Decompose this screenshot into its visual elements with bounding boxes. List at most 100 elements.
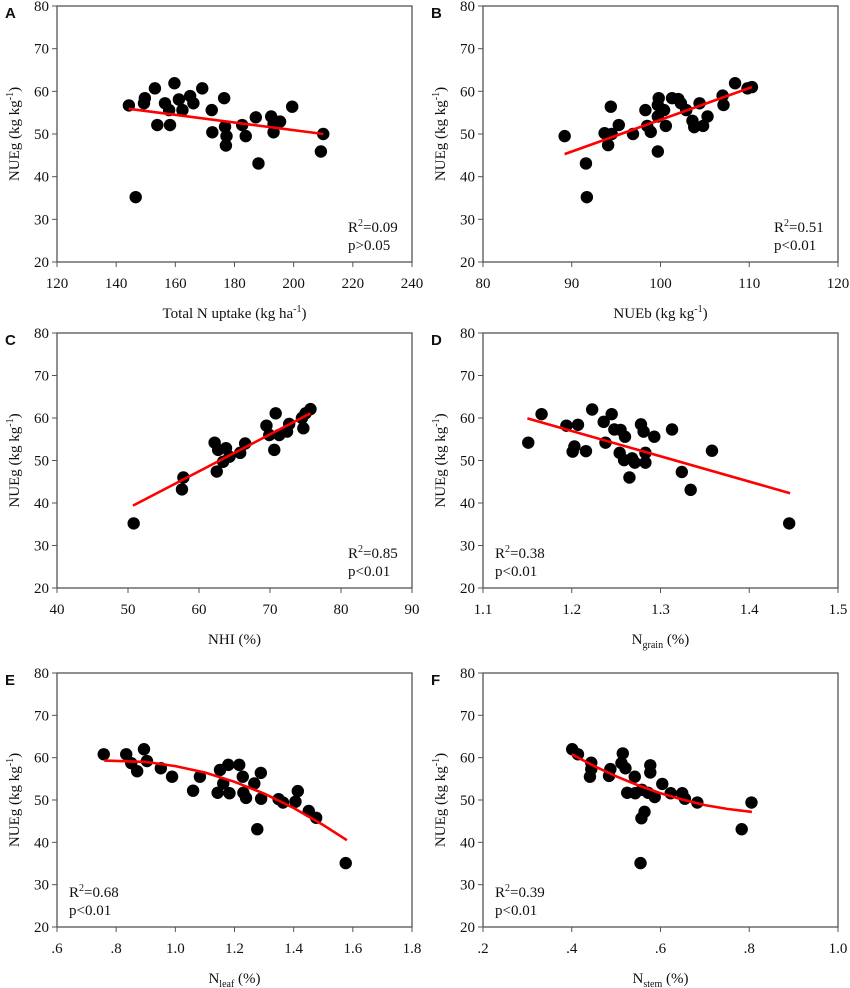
data-point: [605, 407, 618, 421]
x-tick-label: 1.5: [829, 602, 848, 618]
x-axis-title-sub: leaf: [219, 979, 235, 988]
x-axis-title: Total N uptake (kg ha-1): [163, 304, 307, 322]
p-value-label: p<0.01: [348, 564, 390, 580]
p-value-label: p>0.05: [348, 238, 390, 254]
y-axis-title: NUEg (kg kg-1): [5, 87, 23, 181]
data-point: [239, 791, 253, 805]
panel-c: C 20 30 40 50 60 70 80 40 50 60 70 80 90 NUEg (kg kg-1…: [5, 326, 420, 648]
x-tick-label: 90: [564, 276, 579, 292]
r-squared-label: R2=0.38: [495, 544, 545, 562]
data-point: [314, 145, 328, 158]
x-axis-title-text: Total N uptake (kg ha: [163, 306, 294, 322]
data-point: [222, 758, 235, 772]
data-point: [97, 748, 110, 761]
y-tick-label: 20: [34, 581, 49, 597]
x-axis-title-text: N: [208, 971, 219, 987]
data-point: [735, 823, 748, 836]
y-tick-label: 20: [34, 255, 49, 271]
x-tick-label: 240: [401, 276, 424, 292]
panel-letter: A: [5, 5, 16, 22]
data-point: [522, 436, 535, 449]
y-tick-label: 20: [460, 255, 475, 271]
r-superscript: 2: [358, 218, 363, 229]
data-point: [175, 483, 189, 496]
data-point: [151, 118, 164, 132]
data-point: [193, 770, 207, 783]
data-point: [717, 98, 730, 112]
r-squared-value: =0.09: [363, 220, 398, 236]
data-point: [535, 407, 548, 421]
y-tick-label: 70: [34, 708, 49, 724]
y-tick-label: 30: [34, 878, 49, 894]
data-point: [268, 443, 281, 457]
r-letter: R: [348, 546, 358, 562]
y-tick-label: 30: [460, 212, 475, 228]
data-point: [186, 784, 200, 797]
data-point: [684, 483, 697, 497]
r-squared-label: R2=0.68: [69, 883, 119, 901]
x-tick-label: 40: [50, 602, 65, 618]
panel-letter: F: [431, 672, 440, 689]
data-point: [628, 456, 641, 469]
data-point: [619, 762, 632, 775]
y-axis-title-sup: -1: [5, 92, 16, 100]
r-squared-value: =0.51: [789, 220, 824, 236]
data-point: [644, 766, 657, 779]
y-axis-title-sup: -1: [5, 418, 16, 426]
y-axis-title-text: NUEg (kg kg: [7, 766, 23, 847]
data-point: [339, 856, 352, 870]
y-tick-label: 70: [460, 708, 475, 724]
y-tick-label: 30: [460, 878, 475, 894]
r-squared-label: R2=0.09: [348, 218, 398, 236]
x-tick-label: 1.1: [474, 602, 493, 618]
data-point: [129, 190, 142, 204]
y-tick-label: 80: [460, 0, 475, 15]
y-tick-label: 60: [460, 411, 475, 427]
x-axis-title-sub: grain: [643, 640, 664, 651]
data-point: [297, 422, 310, 435]
y-tick-label: 70: [460, 42, 475, 58]
data-point: [601, 138, 615, 152]
data-point: [612, 118, 625, 132]
x-tick-label: .6: [51, 941, 63, 957]
y-tick-label: 50: [460, 127, 475, 143]
x-tick-label: 140: [105, 276, 128, 292]
y-axis-title-after: ): [433, 413, 449, 418]
data-point: [782, 517, 796, 530]
data-point: [249, 111, 262, 124]
y-tick-label: 40: [34, 170, 49, 186]
x-axis-title-sup: -1: [694, 304, 702, 315]
x-tick-label: .4: [566, 941, 578, 957]
data-point: [269, 407, 282, 420]
y-tick-label: 40: [460, 835, 475, 851]
y-tick-label: 50: [460, 793, 475, 809]
data-point: [639, 103, 652, 117]
data-point: [618, 430, 632, 443]
x-tick-label: 1.0: [166, 941, 185, 957]
y-tick-label: 80: [34, 326, 49, 342]
x-tick-label: 60: [192, 602, 207, 618]
x-axis-title: Nstem (%): [633, 971, 689, 988]
r-superscript: 2: [505, 544, 510, 555]
fit-line: [104, 759, 348, 842]
data-point: [223, 787, 236, 800]
y-tick-label: 20: [460, 581, 475, 597]
x-tick-label: 50: [121, 602, 136, 618]
data-point: [580, 190, 594, 204]
x-axis-title-sub: stem: [643, 979, 662, 988]
x-tick-label: 1.4: [740, 602, 759, 618]
y-tick-label: 50: [460, 454, 475, 470]
y-tick-label: 20: [34, 920, 49, 936]
data-point: [210, 465, 223, 478]
data-point: [206, 126, 219, 139]
data-point: [127, 517, 140, 530]
r-squared-value: =0.68: [84, 885, 119, 901]
data-point: [219, 139, 233, 152]
data-point: [251, 823, 264, 836]
y-axis-title-sup: -1: [5, 758, 16, 766]
x-tick-label: 1.0: [829, 941, 848, 957]
y-tick-label: 50: [34, 127, 49, 143]
x-axis-title-text: NUEb (kg kg: [613, 306, 694, 322]
y-axis-title-after: ): [7, 753, 23, 758]
x-tick-label: 1.3: [651, 602, 670, 618]
